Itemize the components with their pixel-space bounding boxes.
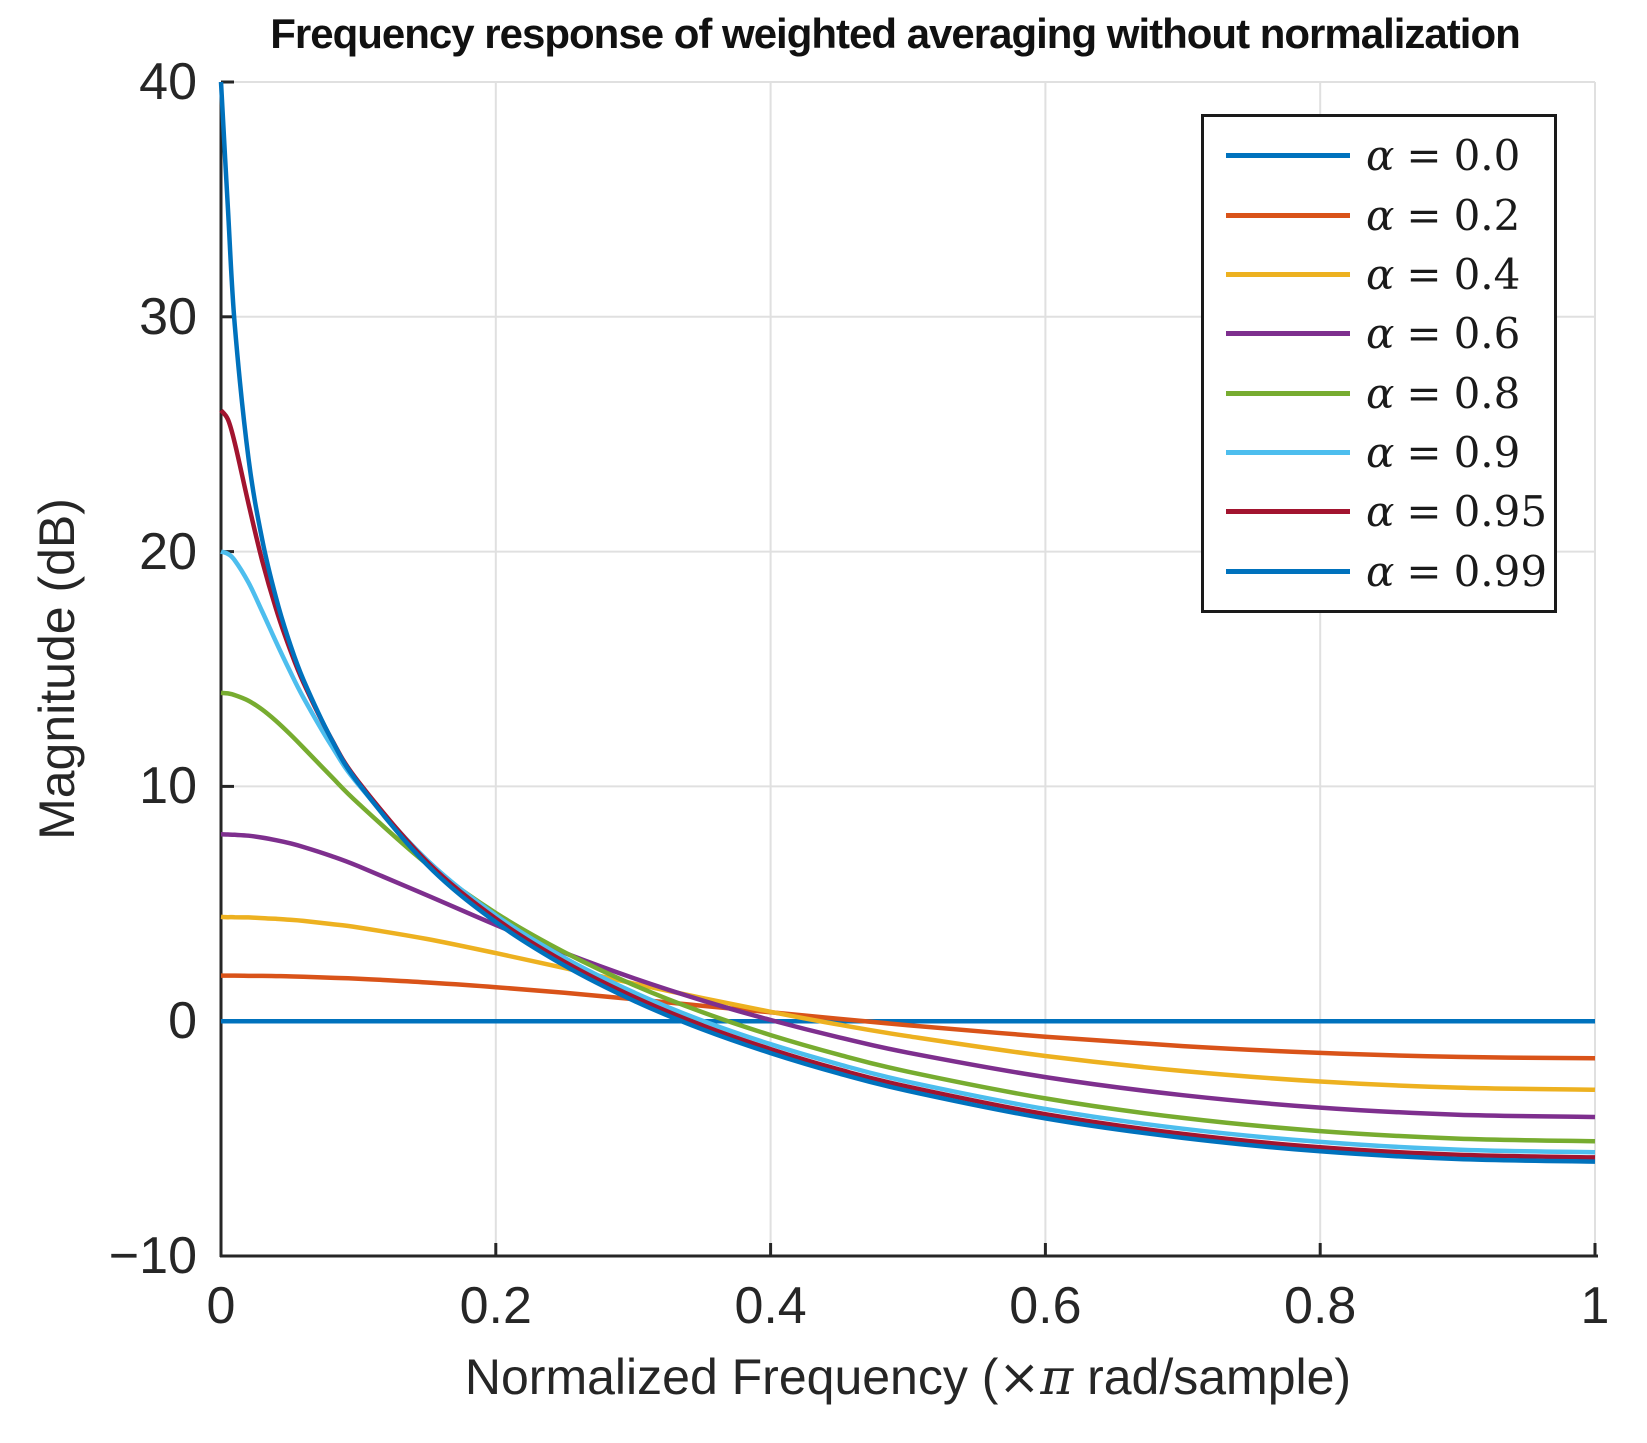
alpha-symbol: α bbox=[1366, 546, 1395, 596]
legend-entry-alpha-0.95: α = 0.95 bbox=[1204, 487, 1554, 536]
curve-alpha-0.2 bbox=[221, 973, 1596, 1061]
x-axis-label-text: Normalized Frequency ( bbox=[464, 1349, 999, 1405]
y-tick-label: 0 bbox=[168, 992, 197, 1051]
alpha-symbol: α bbox=[1366, 309, 1395, 359]
alpha-symbol: α bbox=[1366, 368, 1395, 418]
x-tick-label: 0.4 bbox=[734, 1277, 807, 1335]
alpha-symbol: α bbox=[1366, 249, 1395, 299]
alpha-value: 0.6 bbox=[1453, 309, 1521, 359]
legend-entry-label: α = 0.8 bbox=[1366, 369, 1520, 418]
equals-sign: = bbox=[1406, 487, 1442, 537]
x-tick-label: 0.6 bbox=[1009, 1277, 1082, 1335]
legend-entry-alpha-0.0: α = 0.0 bbox=[1204, 131, 1554, 180]
x-tick-label: 0 bbox=[206, 1277, 236, 1335]
y-tick-label: 10 bbox=[139, 757, 197, 816]
y-tick-label: 20 bbox=[139, 522, 197, 581]
equals-sign: = bbox=[1406, 546, 1442, 596]
curve-alpha-0.95 bbox=[219, 408, 1596, 1160]
x-axis-label: Normalized Frequency (×π rad/sample) bbox=[221, 1348, 1595, 1406]
legend-entry-alpha-0.9: α = 0.9 bbox=[1204, 428, 1554, 477]
legend-entry-label: α = 0.99 bbox=[1366, 547, 1547, 596]
legend-entry-alpha-0.2: α = 0.2 bbox=[1204, 191, 1554, 240]
curve-alpha-0.4 bbox=[220, 914, 1596, 1093]
legend-line-swatch bbox=[1226, 390, 1350, 396]
alpha-symbol: α bbox=[1366, 427, 1395, 477]
legend-entry-alpha-0.99: α = 0.99 bbox=[1204, 547, 1554, 596]
alpha-value: 0.2 bbox=[1453, 190, 1521, 240]
alpha-value: 0.9 bbox=[1453, 427, 1521, 477]
x-tick-label: 0.8 bbox=[1284, 1277, 1357, 1335]
pi-symbol: π bbox=[1040, 1348, 1074, 1406]
legend-line-swatch bbox=[1226, 271, 1350, 277]
y-tick-label: 30 bbox=[139, 287, 197, 346]
curve-alpha-0.6 bbox=[220, 832, 1596, 1120]
x-tick-label: 0.2 bbox=[459, 1277, 532, 1335]
equals-sign: = bbox=[1406, 190, 1442, 240]
legend-entry-label: α = 0.0 bbox=[1366, 131, 1520, 180]
legend-entry-alpha-0.4: α = 0.4 bbox=[1204, 250, 1554, 299]
legend-line-swatch bbox=[1226, 449, 1350, 455]
alpha-symbol: α bbox=[1366, 190, 1395, 240]
alpha-value: 0.4 bbox=[1453, 249, 1521, 299]
curve-alpha-0.99 bbox=[218, 81, 1596, 1164]
legend-entry-label: α = 0.95 bbox=[1366, 487, 1547, 536]
alpha-value: 0.0 bbox=[1453, 131, 1521, 181]
alpha-value: 0.8 bbox=[1453, 368, 1521, 418]
curve-alpha-0.8 bbox=[220, 690, 1596, 1144]
legend-entry-label: α = 0.2 bbox=[1366, 191, 1520, 240]
y-tick-label: 40 bbox=[139, 53, 197, 111]
legend-entry-label: α = 0.6 bbox=[1366, 309, 1520, 358]
times-symbol: × bbox=[998, 1348, 1041, 1406]
equals-sign: = bbox=[1406, 427, 1442, 477]
y-tick-label: −10 bbox=[108, 1227, 197, 1285]
legend-entry-alpha-0.6: α = 0.6 bbox=[1204, 309, 1554, 358]
x-axis-label-suffix: rad/sample) bbox=[1073, 1349, 1352, 1405]
legend-box: α = 0.0 α = 0.2 α = 0.4 α = 0.6 α = 0.8 α = 0.9 α = 0.95 α = 0.… bbox=[1201, 114, 1557, 613]
equals-sign: = bbox=[1406, 131, 1442, 181]
legend-line-swatch bbox=[1226, 212, 1350, 218]
legend-line-swatch bbox=[1226, 509, 1350, 515]
alpha-value: 0.99 bbox=[1453, 546, 1548, 596]
alpha-symbol: α bbox=[1366, 487, 1395, 537]
x-tick-label: 1 bbox=[1580, 1277, 1610, 1335]
legend-line-swatch bbox=[1226, 153, 1350, 159]
alpha-symbol: α bbox=[1366, 131, 1395, 181]
legend-line-swatch bbox=[1226, 331, 1350, 337]
equals-sign: = bbox=[1406, 249, 1442, 299]
legend-entry-label: α = 0.4 bbox=[1366, 250, 1520, 299]
equals-sign: = bbox=[1406, 309, 1442, 359]
alpha-value: 0.95 bbox=[1453, 487, 1548, 537]
chart-title: Frequency response of weighted averaging… bbox=[270, 10, 1521, 57]
legend-entry-label: α = 0.9 bbox=[1366, 428, 1520, 477]
equals-sign: = bbox=[1406, 368, 1442, 418]
legend-line-swatch bbox=[1226, 568, 1350, 574]
curve-alpha-0.9 bbox=[220, 549, 1596, 1155]
legend-entry-alpha-0.8: α = 0.8 bbox=[1204, 369, 1554, 418]
